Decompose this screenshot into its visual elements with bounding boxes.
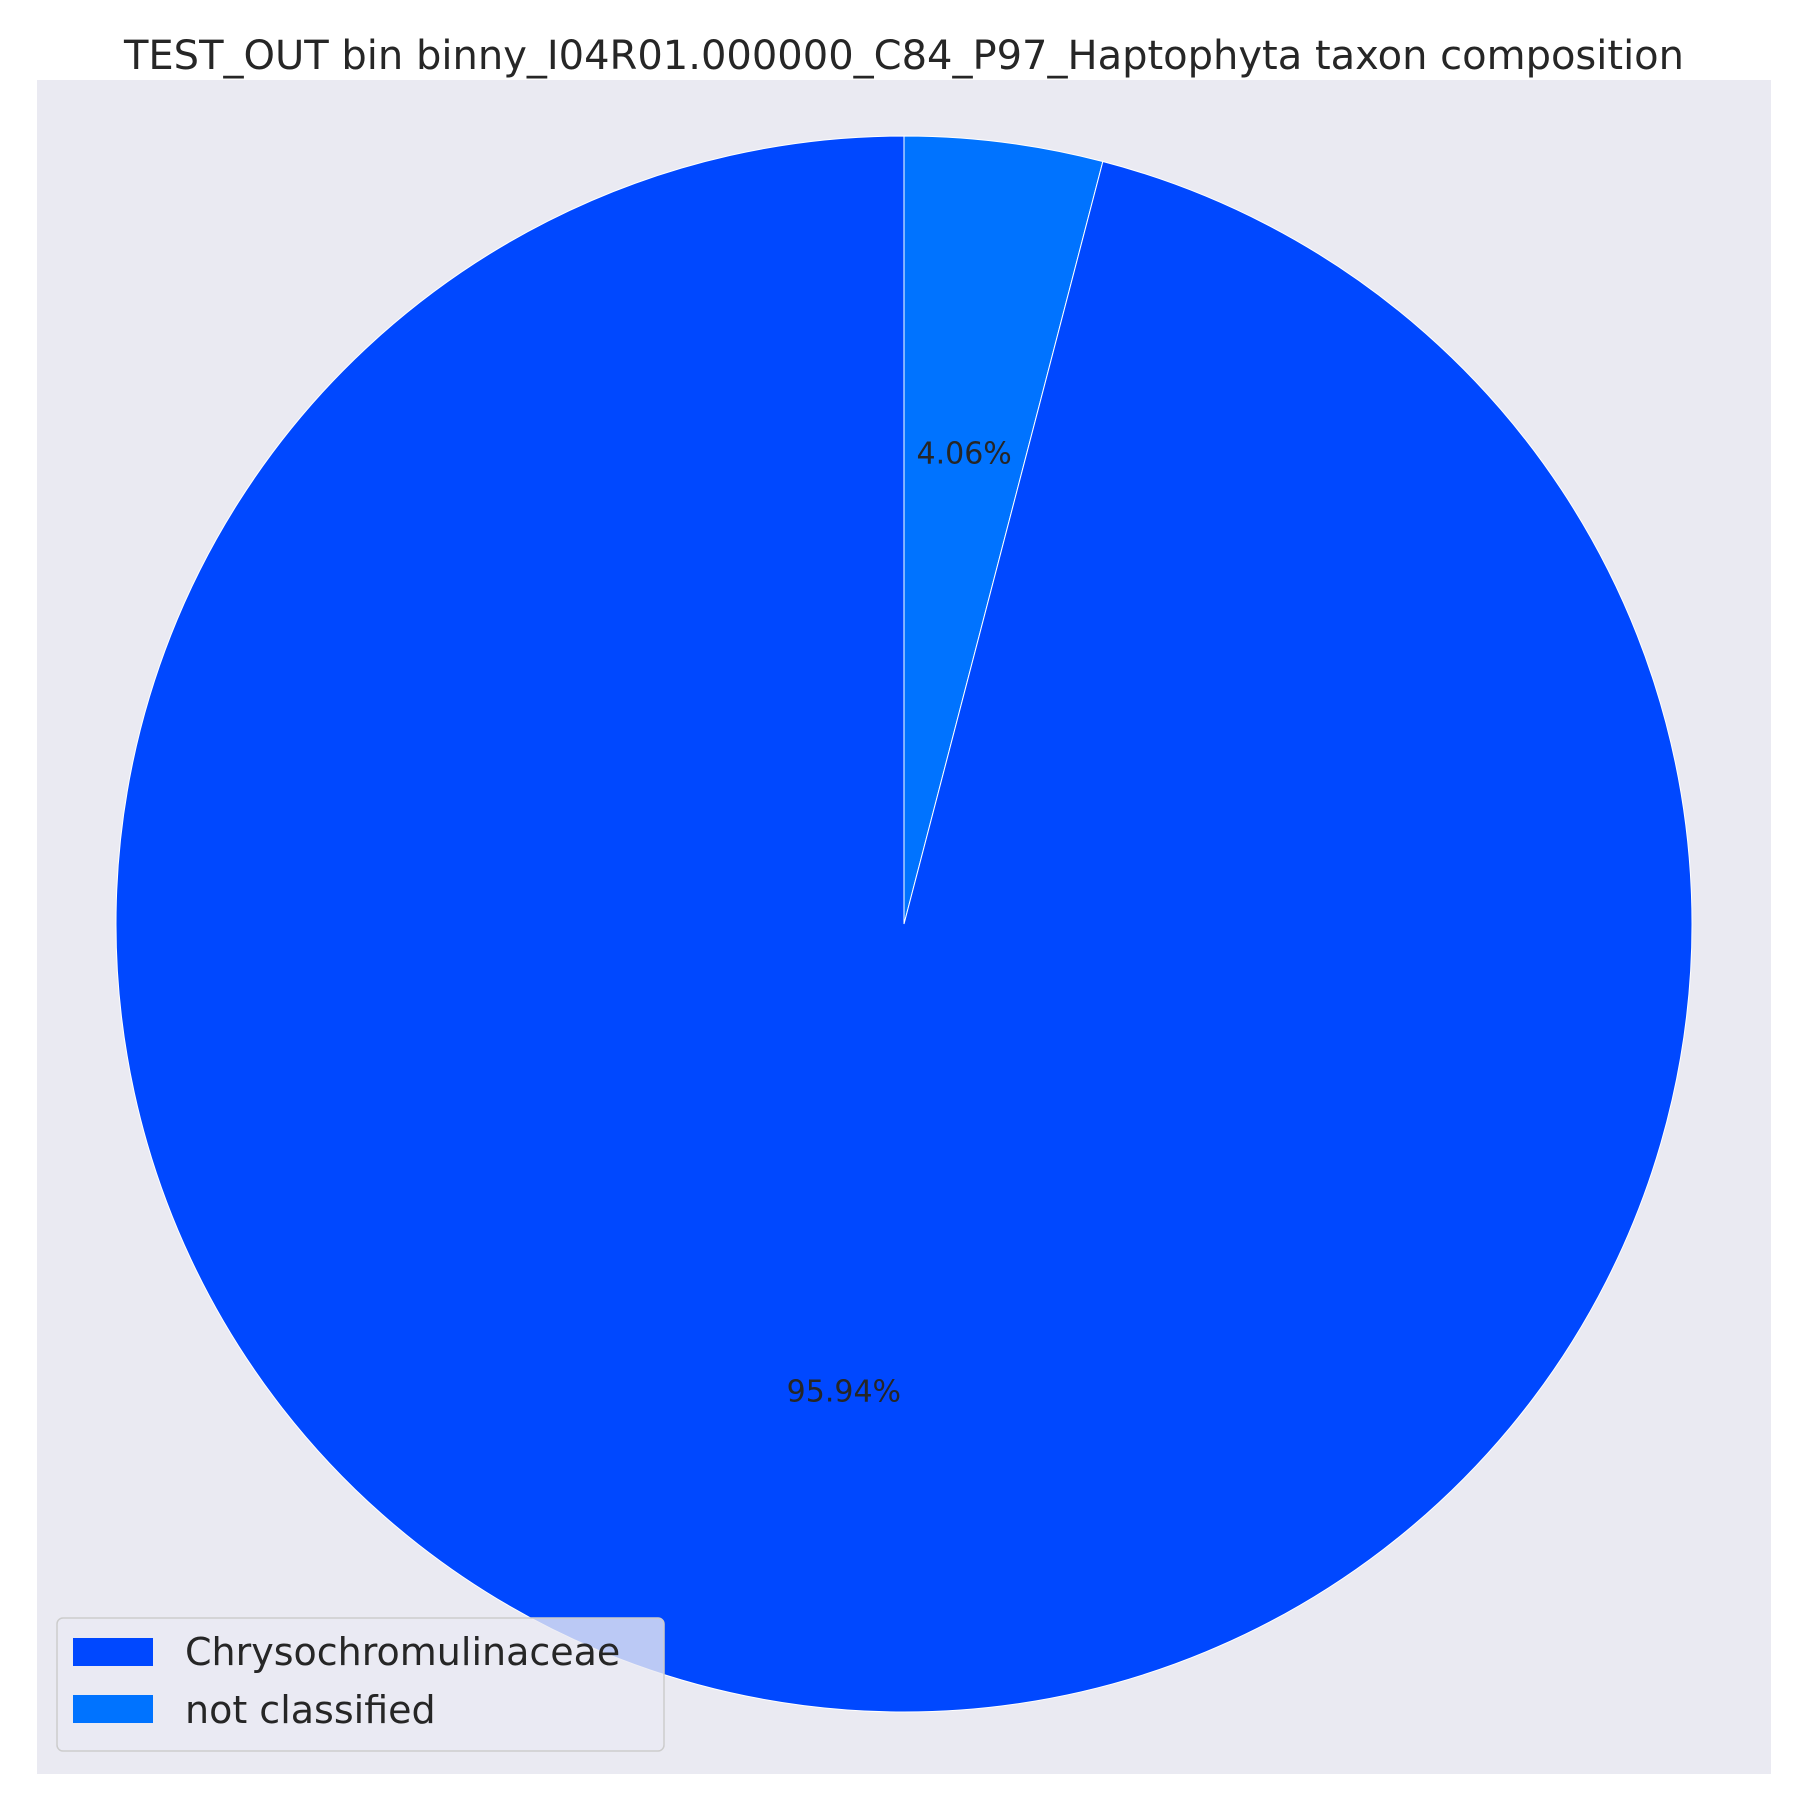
legend-frame — [56, 1617, 665, 1752]
pie-slice-chrysochromulinaceae — [115, 135, 1693, 1713]
chart-title: TEST_OUT bin binny_I04R01.000000_C84_P97… — [123, 33, 1684, 79]
pie-label-chrysochromulinaceae: 95.94% — [787, 1374, 901, 1409]
pie-percentage-labels: 4.06% 95.94% — [787, 437, 1012, 1410]
legend-label-not-classified: not classified — [185, 1688, 436, 1732]
pie-slice-not-classified — [903, 135, 1104, 925]
legend-label-chrysochromulinaceae: Chrysochromulinaceae — [185, 1630, 620, 1674]
legend: Chrysochromulinaceae not classified — [56, 1617, 665, 1752]
pie-slices — [115, 135, 1693, 1713]
pie-label-not-classified: 4.06% — [916, 437, 1011, 472]
legend-swatch-chrysochromulinaceae — [73, 1638, 153, 1666]
legend-swatch-not-classified — [73, 1695, 153, 1723]
